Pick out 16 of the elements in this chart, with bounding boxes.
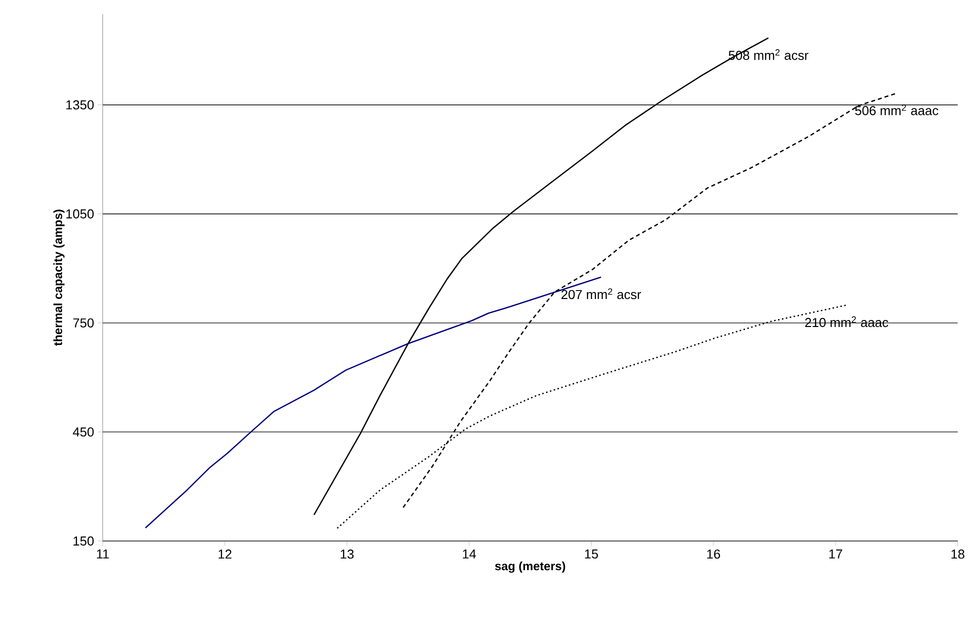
x-tick-label: 17 bbox=[829, 550, 842, 558]
y-axis-title: thermal capacity (amps) bbox=[53, 210, 65, 346]
x-tick-label: 11 bbox=[96, 550, 109, 558]
y-tick-label: 450 bbox=[72, 427, 94, 437]
x-tick-label: 18 bbox=[951, 550, 964, 559]
y-tick-label: 1350 bbox=[66, 100, 94, 110]
y-tick-label: 150 bbox=[74, 536, 94, 546]
x-tick-label: 15 bbox=[585, 550, 598, 559]
x-tick-label: 13 bbox=[340, 550, 354, 559]
series-label: 207 mm$^{2}$ acsr bbox=[562, 288, 642, 300]
x-tick-label: 14 bbox=[462, 550, 476, 558]
x-tick-label: 16 bbox=[707, 550, 720, 559]
x-axis-title: sag (meters) bbox=[495, 562, 566, 573]
y-tick-label: 750 bbox=[73, 318, 94, 328]
x-tick-label: 12 bbox=[218, 550, 232, 559]
y-tick-label: 1050 bbox=[66, 209, 94, 218]
